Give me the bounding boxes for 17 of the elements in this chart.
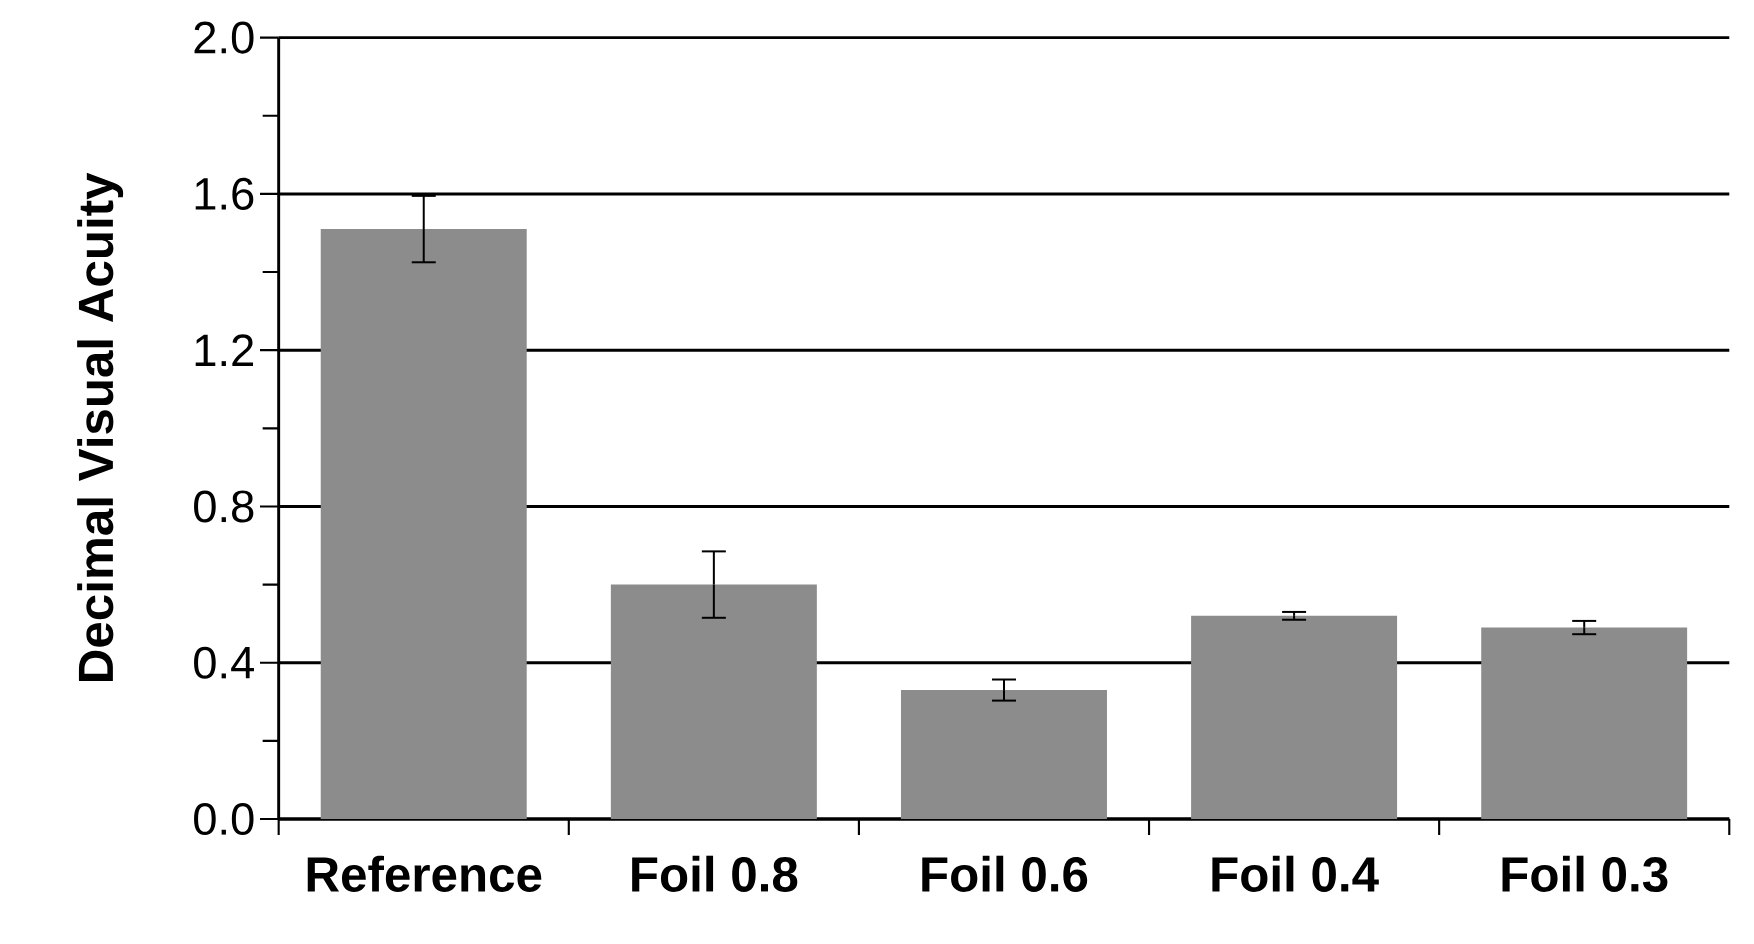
y-tick-label: 0.8 bbox=[194, 490, 254, 523]
x-tick-label: Foil 0.3 bbox=[1502, 855, 1668, 892]
y-tick-label: 1.6 bbox=[195, 177, 254, 210]
bar bbox=[1191, 615, 1398, 819]
y-tick-label: 0.4 bbox=[194, 646, 254, 679]
bar bbox=[610, 584, 817, 819]
y-tick-label: 0.0 bbox=[194, 802, 254, 836]
x-tick-label: Foil 0.4 bbox=[1212, 855, 1379, 892]
bar bbox=[900, 690, 1107, 819]
x-tick-label: Foil 0.8 bbox=[632, 855, 798, 892]
bar bbox=[1481, 627, 1688, 819]
x-tick-label: Reference bbox=[307, 855, 542, 892]
bar bbox=[320, 229, 527, 819]
y-tick-label: 1.2 bbox=[195, 334, 254, 367]
y-axis-title: Decimal Visual Acuity bbox=[77, 172, 124, 681]
y-tick-label: 2.0 bbox=[194, 21, 254, 54]
x-tick-label: Foil 0.6 bbox=[922, 855, 1088, 892]
